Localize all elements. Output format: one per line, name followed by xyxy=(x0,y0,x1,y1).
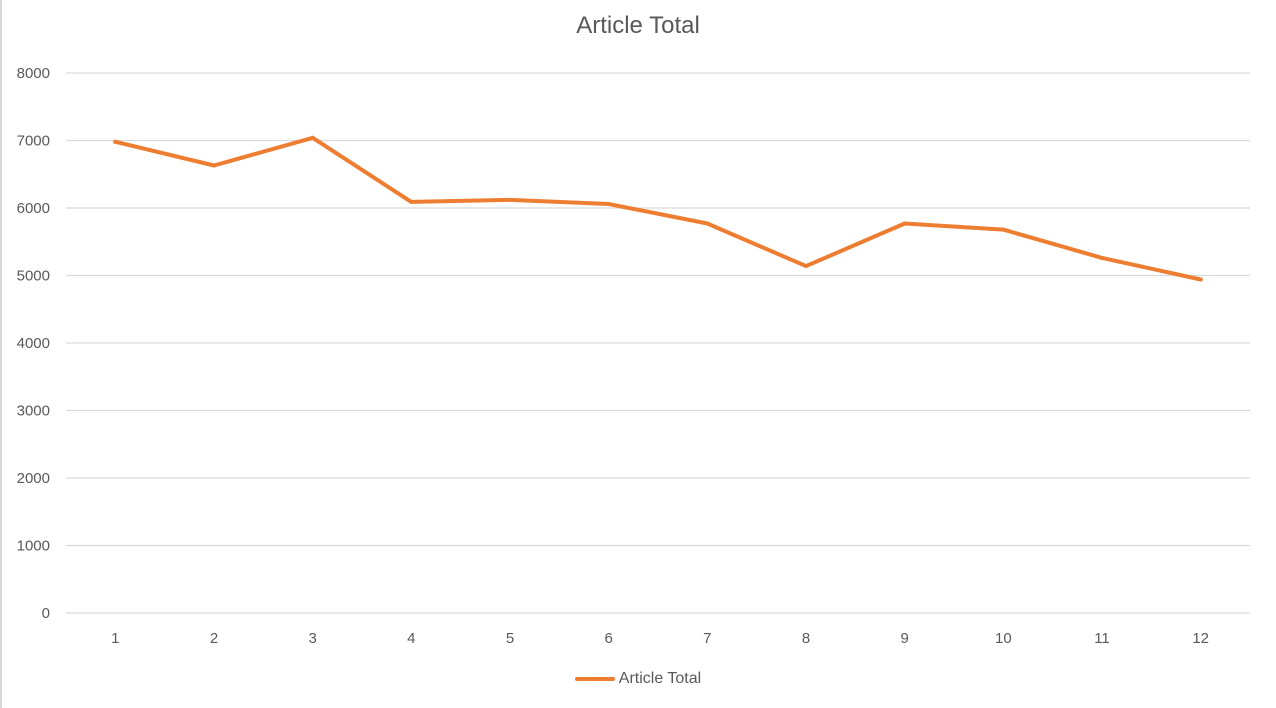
data-point xyxy=(606,201,611,206)
data-point xyxy=(212,163,216,168)
y-tick-label: 2000 xyxy=(17,470,50,487)
data-point xyxy=(310,135,315,140)
data-point xyxy=(409,199,414,204)
gridlines xyxy=(66,72,1250,614)
x-tick-label: 1 xyxy=(111,630,119,647)
x-tick-label: 7 xyxy=(703,630,711,647)
y-tick-label: 6000 xyxy=(17,200,50,217)
x-tick-label: 2 xyxy=(210,630,218,647)
x-tick-label: 12 xyxy=(1192,630,1209,647)
x-tick-label: 10 xyxy=(995,630,1012,647)
x-tick-label: 6 xyxy=(604,630,612,647)
legend-label-article-total: Article Total xyxy=(618,670,702,687)
x-tick-label: 3 xyxy=(308,630,316,647)
data-point xyxy=(705,221,710,226)
x-tick-label: 9 xyxy=(900,630,908,647)
y-tick-label: 8000 xyxy=(17,65,50,82)
y-tick-label: 7000 xyxy=(17,133,50,150)
series-lines xyxy=(113,135,1203,282)
data-point xyxy=(508,197,512,202)
y-tick-label: 0 xyxy=(42,605,50,622)
data-point xyxy=(1198,277,1203,282)
left-border xyxy=(0,0,2,708)
x-tick-label: 8 xyxy=(802,630,810,647)
data-point xyxy=(1100,255,1104,260)
data-point xyxy=(113,139,118,144)
y-tick-label: 4000 xyxy=(17,335,50,352)
x-tick-label: 5 xyxy=(506,630,514,647)
data-point xyxy=(804,264,808,269)
x-tick-label: 11 xyxy=(1094,630,1110,647)
x-axis-tick-labels: 1 2 3 4 5 6 7 8 9 10 11 12 xyxy=(111,630,1209,647)
y-tick-label: 1000 xyxy=(17,538,50,555)
y-axis-tick-labels: 0 1000 2000 3000 4000 5000 6000 7000 8000 xyxy=(17,65,50,622)
series-line-article-total xyxy=(113,135,1203,282)
legend: Article Total xyxy=(0,670,1276,688)
legend-swatch-article-total xyxy=(574,677,615,681)
data-point xyxy=(902,221,907,226)
data-point xyxy=(1001,227,1006,232)
chart-title: Article Total xyxy=(576,12,700,39)
y-tick-label: 3000 xyxy=(17,403,50,420)
y-tick-label: 5000 xyxy=(17,268,50,285)
x-tick-label: 4 xyxy=(407,630,415,647)
